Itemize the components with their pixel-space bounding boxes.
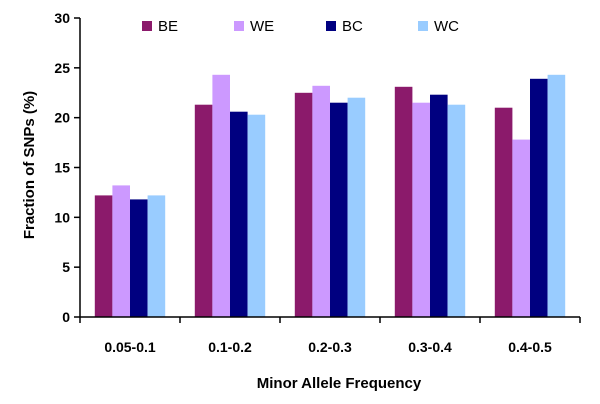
legend-label-BE: BE	[158, 18, 178, 35]
bar-WE-0.3-0.4	[412, 102, 430, 317]
legend-swatch-WE	[234, 21, 244, 31]
x-axis-title: Minor Allele Frequency	[257, 375, 422, 392]
bar-BC-0.1-0.2	[230, 111, 248, 317]
bar-BE-0.1-0.2	[194, 104, 213, 317]
bar-BC-0.3-0.4	[430, 94, 448, 317]
bar-WC-0.1-0.2	[247, 114, 266, 317]
bar-BE-0.05-0.1	[94, 195, 113, 317]
legend-label-WC: WC	[434, 18, 459, 35]
legend-swatch-WC	[418, 21, 428, 31]
x-tick-label-0.4-0.5: 0.4-0.5	[508, 339, 552, 355]
y-tick-label-20: 20	[54, 110, 70, 126]
bar-WE-0.1-0.2	[212, 74, 230, 317]
bar-BE-0.3-0.4	[394, 86, 413, 317]
bar-BE-0.4-0.5	[494, 107, 513, 317]
y-tick-label-5: 5	[62, 259, 70, 275]
plot-area: 0 5 10 15 20 25 30 0.05-0.1 0.1-0.2 0.2-0.3 0.3-0.…	[54, 10, 581, 355]
bar-WE-0.4-0.5	[512, 139, 530, 317]
y-tick-label-15: 15	[54, 160, 70, 176]
bar-WC-0.3-0.4	[447, 104, 466, 317]
y-axis-title: Fraction of SNPs (%)	[21, 91, 38, 239]
legend-label-WE: WE	[250, 18, 274, 35]
y-tick-label-25: 25	[54, 60, 70, 76]
bar-BC-0.05-0.1	[130, 199, 148, 317]
bar-WC-0.05-0.1	[147, 195, 166, 317]
legend-swatch-BC	[326, 21, 336, 31]
bar-WC-0.2-0.3	[347, 97, 366, 317]
y-tick-label-10: 10	[54, 209, 70, 225]
bar-WC-0.4-0.5	[547, 74, 566, 317]
x-tick-label-0.3-0.4: 0.3-0.4	[408, 339, 452, 355]
x-tick-label-0.05-0.1: 0.05-0.1	[104, 339, 156, 355]
y-tick-label-30: 30	[54, 10, 70, 26]
bar-BC-0.4-0.5	[530, 78, 548, 317]
bar-BC-0.2-0.3	[330, 102, 348, 317]
legend-label-BC: BC	[342, 18, 363, 35]
x-tick-label-0.1-0.2: 0.1-0.2	[208, 339, 252, 355]
legend-swatch-BE	[142, 21, 152, 31]
bar-WE-0.05-0.1	[112, 185, 130, 317]
bar-WE-0.2-0.3	[312, 85, 330, 317]
legend: BE WE BC WC	[142, 18, 459, 35]
bar-BE-0.2-0.3	[294, 92, 313, 318]
x-tick-label-0.2-0.3: 0.2-0.3	[308, 339, 352, 355]
y-tick-label-0: 0	[62, 309, 70, 325]
